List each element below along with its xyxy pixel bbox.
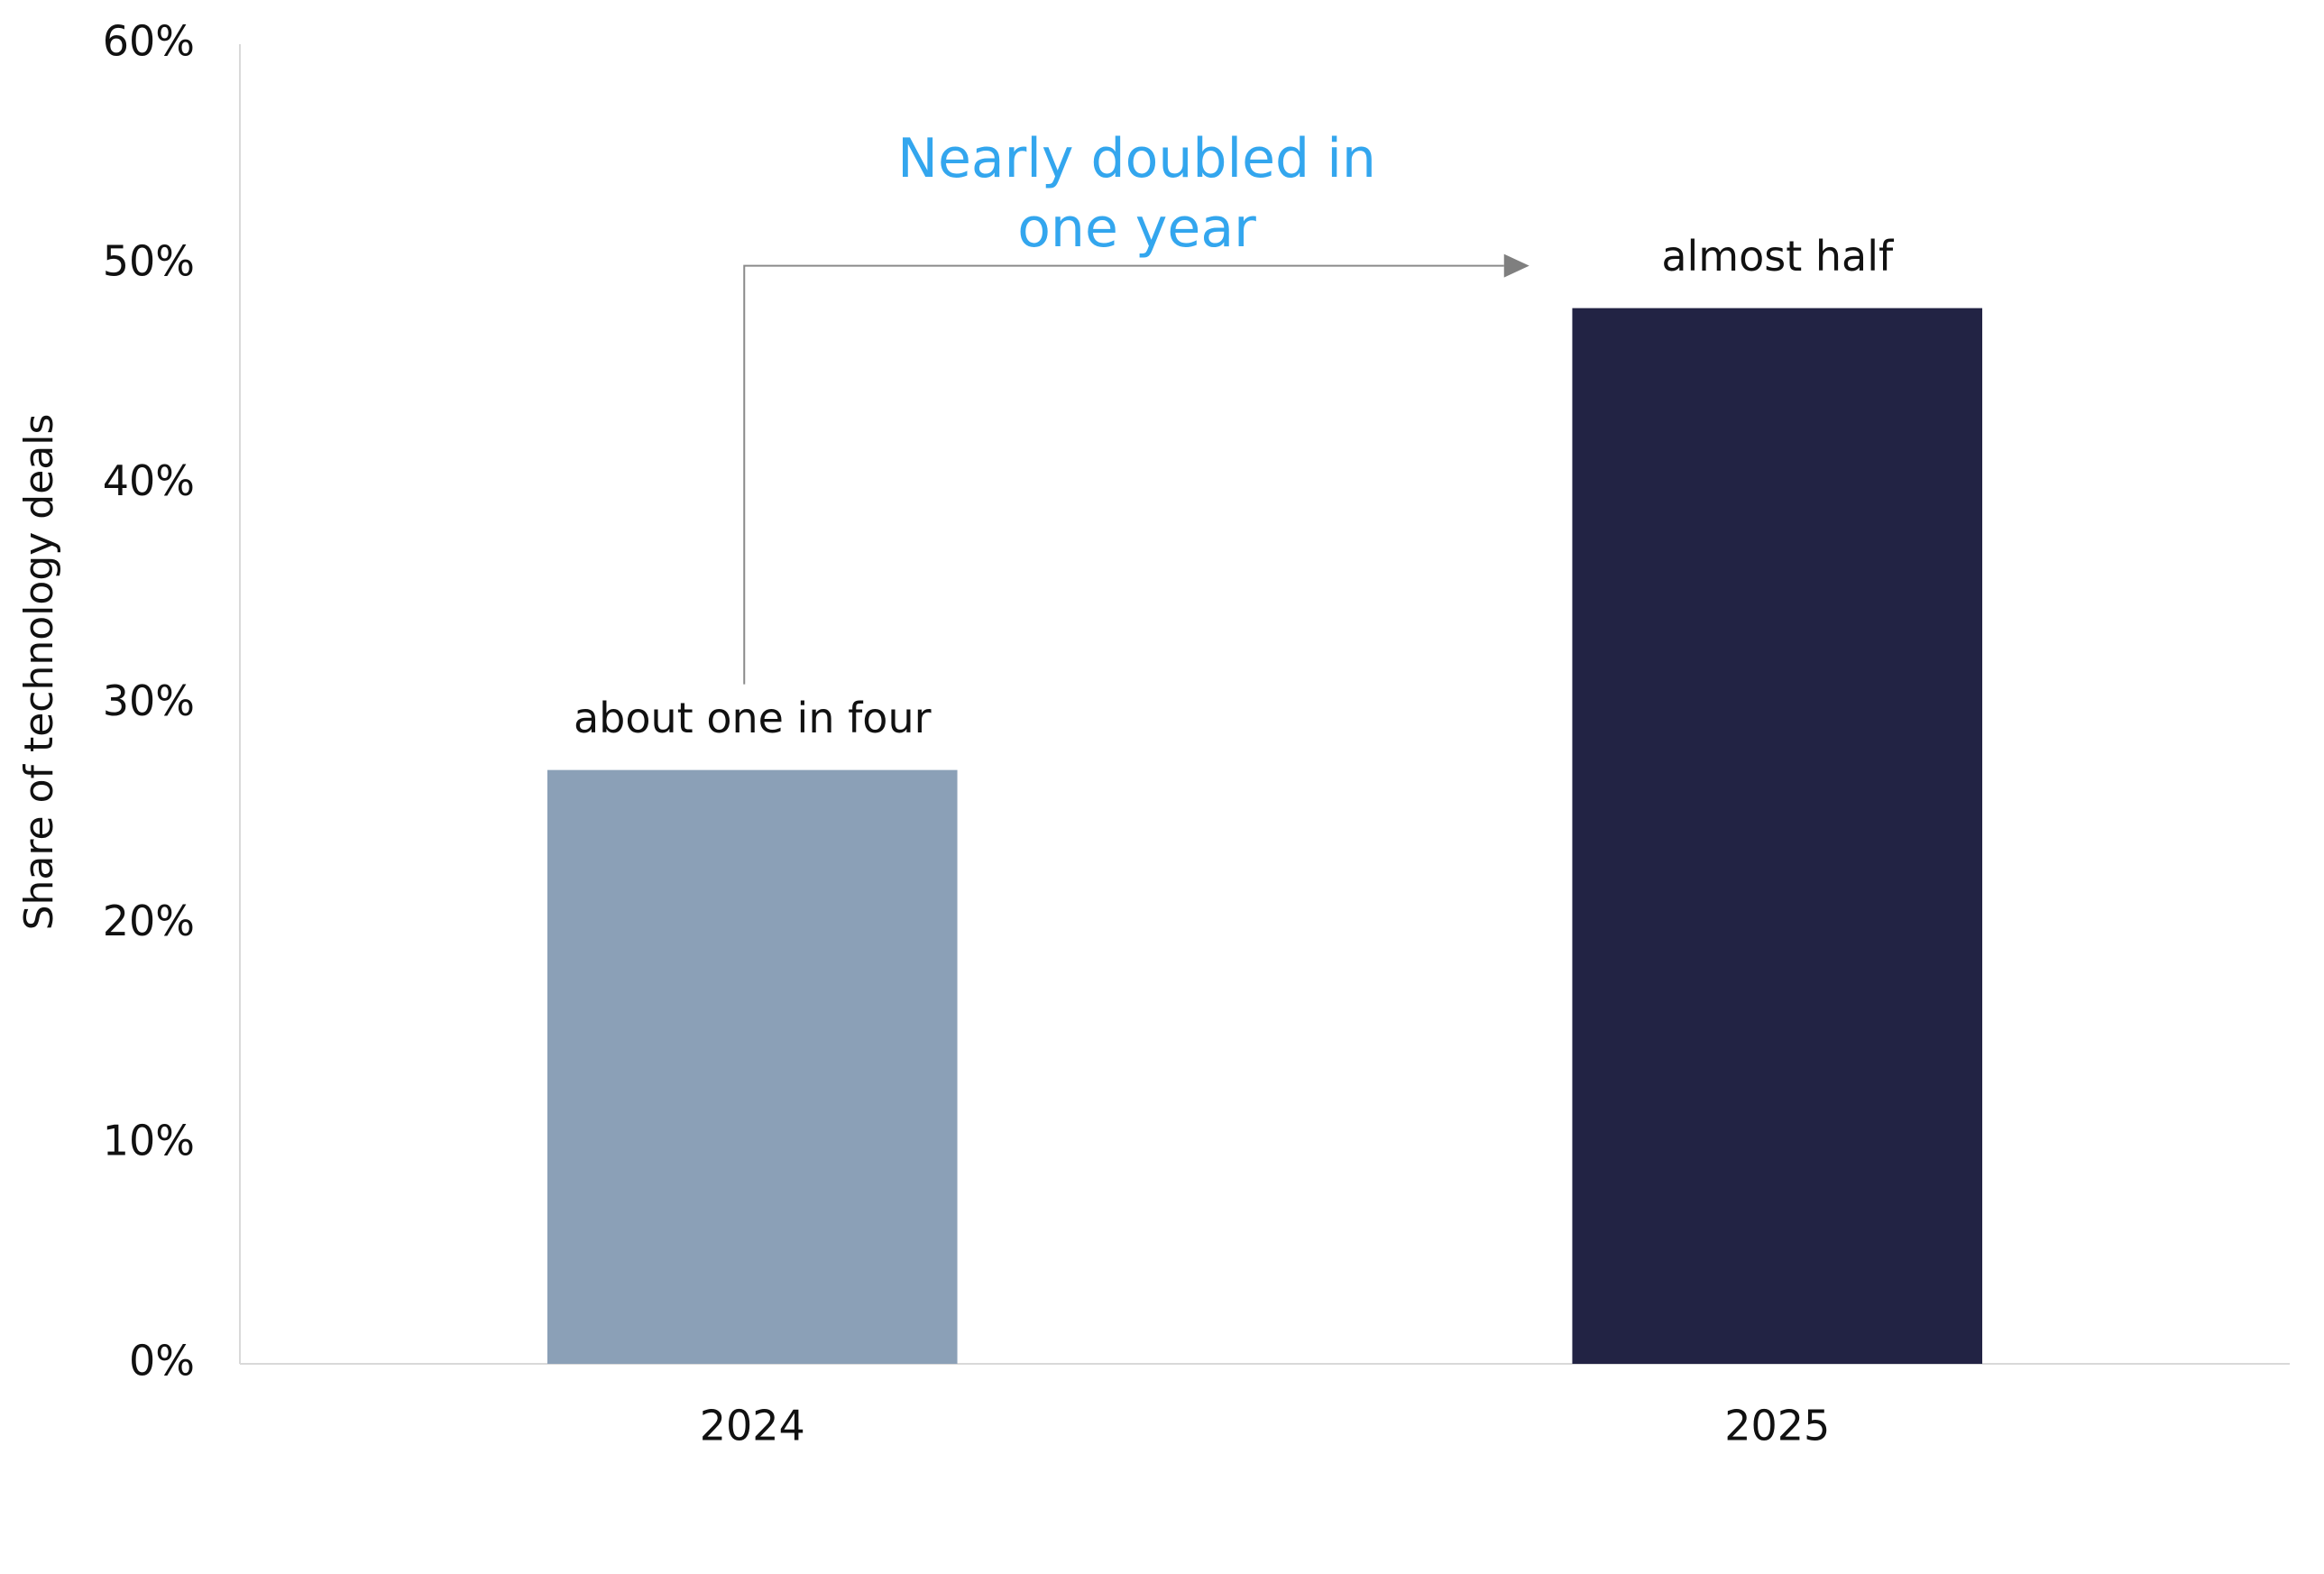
y-tick-label: 20%: [103, 897, 195, 945]
y-tick-label: 50%: [103, 236, 195, 285]
y-tick-label: 60%: [103, 17, 195, 66]
y-tick-label: 10%: [103, 1117, 195, 1165]
callout-arrow: [743, 264, 1504, 685]
callout-text: one year: [1017, 197, 1256, 260]
y-axis-label: Share of technology deals: [16, 414, 62, 931]
y-tick-label: 40%: [103, 456, 195, 505]
bar: [547, 769, 958, 1364]
bar: [1572, 308, 1983, 1365]
callout-text: Nearly doubled in: [897, 127, 1376, 190]
bar-annotation: almost half: [1661, 232, 1895, 281]
callout-arrowhead: [1503, 253, 1529, 278]
x-tick-label: 2025: [1724, 1402, 1830, 1450]
y-tick-label: 30%: [103, 677, 195, 725]
bar-annotation: about one in four: [574, 694, 932, 742]
x-tick-label: 2024: [700, 1402, 805, 1450]
y-tick-label: 0%: [129, 1337, 195, 1385]
